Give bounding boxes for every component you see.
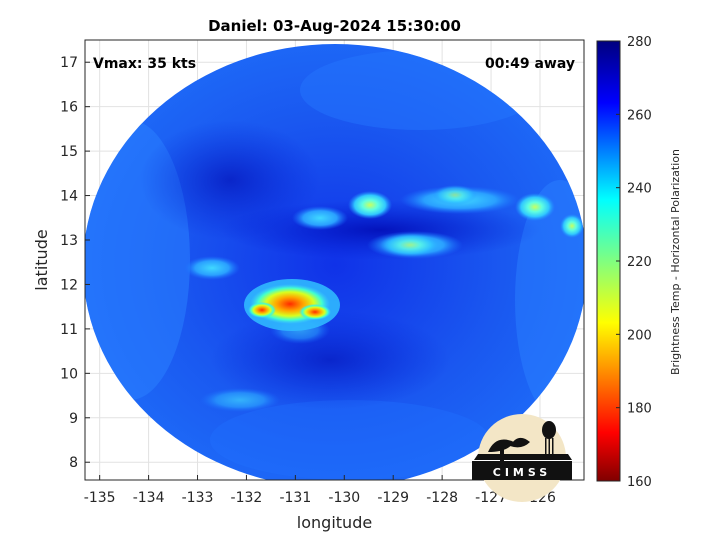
y-tick-label: 17 (60, 55, 78, 71)
y-tick-label: 8 (69, 455, 78, 471)
x-tick-label: -132 (231, 490, 263, 506)
y-tick-label: 9 (69, 411, 78, 427)
y-tick-label: 14 (60, 189, 78, 205)
y-tick-label: 12 (60, 277, 78, 293)
y-axis: 17 16 15 14 13 12 11 10 9 8 (60, 55, 90, 471)
colorbar-ticks: 280 260 240 220 200 180 160 (616, 35, 652, 490)
colorbar-tick-label: 160 (627, 475, 652, 490)
y-tick-label: 16 (60, 100, 78, 116)
x-tick-label: -134 (133, 490, 165, 506)
colorbar-tick-label: 220 (627, 255, 652, 270)
cimss-logo-text: CIMSS (493, 466, 551, 479)
colorbar-tick-label: 280 (627, 35, 652, 50)
plot-title: Daniel: 03-Aug-2024 15:30:00 (208, 17, 461, 35)
x-tick-label: -131 (279, 490, 311, 506)
colorbar-tick-label: 200 (627, 328, 652, 343)
x-tick-label: -130 (328, 490, 360, 506)
x-axis-label: longitude (297, 513, 372, 532)
x-tick-label: -129 (377, 490, 409, 506)
time-away-label: 00:49 away (485, 56, 575, 72)
vmax-label: Vmax: 35 kts (93, 56, 196, 72)
y-axis-label: latitude (32, 229, 51, 290)
y-tick-label: 13 (60, 233, 78, 249)
x-tick-label: -128 (426, 490, 458, 506)
y-tick-label: 10 (60, 366, 78, 382)
y-tick-label: 11 (60, 322, 78, 338)
cimss-logo: CIMSS (472, 414, 572, 502)
x-tick-label: -133 (182, 490, 214, 506)
colorbar-tick-label: 180 (627, 402, 652, 417)
x-tick-label: -135 (84, 490, 116, 506)
colorbar-label: Brightness Temp - Horizontal Polarizatio… (669, 149, 682, 375)
y-tick-label: 15 (60, 144, 78, 160)
x-axis: -135-134-133-132-131-130-129-128-127-126 (84, 475, 556, 506)
colorbar-tick-label: 240 (627, 182, 652, 197)
axes-box (84, 39, 585, 481)
colorbar-tick-label: 260 (627, 108, 652, 123)
